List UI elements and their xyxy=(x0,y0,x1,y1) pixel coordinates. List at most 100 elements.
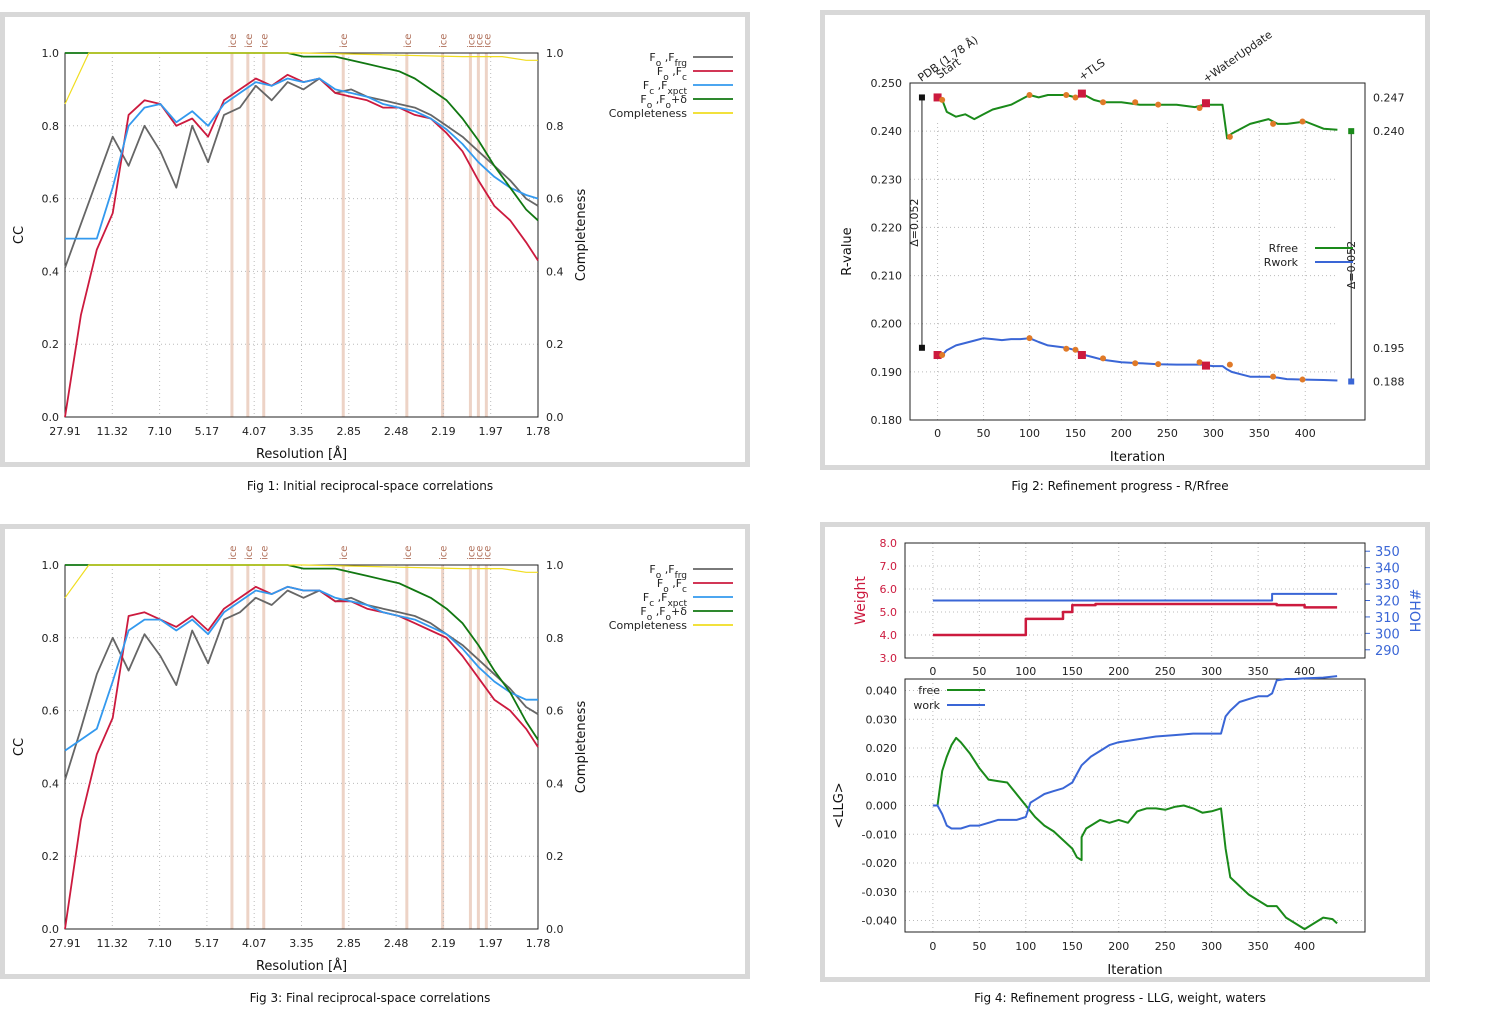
fig4-top-x-tick-label: 250 xyxy=(1155,665,1176,678)
fig3-ice-label: ice xyxy=(228,546,239,560)
legend-text-part: frg xyxy=(675,59,687,69)
fig1-y-tick-label: 1.0 xyxy=(42,47,60,60)
fig1-ice-band xyxy=(246,53,250,417)
fig1-y2-tick-label: 0.8 xyxy=(546,120,564,133)
fig3-ice-label: ice xyxy=(482,546,493,560)
fig3-ice-label: ice xyxy=(244,546,255,560)
fig1-x-tick-label: 7.10 xyxy=(147,425,172,438)
legend-text-part: ,F xyxy=(661,51,674,64)
fig3-ice-band xyxy=(341,565,345,929)
fig1-ice-band xyxy=(262,53,266,417)
fig3-y2-tick-label: 0.0 xyxy=(546,923,564,936)
fig2-data-marker xyxy=(1063,92,1070,99)
fig4-top-x-tick-label: 0 xyxy=(929,665,936,678)
fig2-y-tick-label: 0.180 xyxy=(871,414,903,427)
fig2-stage-marker xyxy=(1077,351,1086,360)
figure-1-caption: Fig 1: Initial reciprocal-space correlat… xyxy=(246,479,494,493)
fig4-bottom-series-rfree xyxy=(932,736,1338,931)
fig3-y2-axis-label: Completeness xyxy=(574,701,589,794)
fig3-y-tick-label: 0.6 xyxy=(42,705,60,718)
fig4-bottom-y-tick-label: 0.000 xyxy=(866,800,898,813)
legend-text-part: o xyxy=(656,571,662,581)
fig4-top-y2-tick-label: 300 xyxy=(1375,627,1400,642)
fig4-top-y-tick-label: 6.0 xyxy=(880,583,898,596)
fig2-data-marker xyxy=(1072,94,1079,101)
fig3-ice-label: ice xyxy=(439,546,450,560)
legend-text-part: xpct xyxy=(667,87,687,97)
fig1-ice-label: ice xyxy=(482,34,493,48)
legend-text-part: c xyxy=(682,585,687,595)
fig3-x-tick-label: 4.07 xyxy=(242,937,267,950)
fig2-legend-label: Rfree xyxy=(1269,242,1299,255)
fig4-top-y2-tick-label: 310 xyxy=(1375,611,1400,626)
legend-text-part: F xyxy=(657,577,663,590)
fig2-x-tick-label: 200 xyxy=(1111,427,1132,440)
figure-3-caption: Fig 3: Final reciprocal-space correlatio… xyxy=(249,991,491,1005)
fig3-ice-band xyxy=(405,565,409,929)
fig1-ice-label: ice xyxy=(244,34,255,48)
fig2-final-delta-label: Δ=0.052 xyxy=(1345,241,1358,289)
fig3-y2-tick-label: 0.2 xyxy=(546,850,564,863)
fig3-legend-label: Fo ,Fo+δ xyxy=(640,605,687,623)
fig2-data-marker xyxy=(1299,376,1306,383)
fig2-data-marker xyxy=(1155,101,1162,108)
fig2-x-axis-label: Iteration xyxy=(1110,450,1165,465)
fig1-x-tick-label: 4.07 xyxy=(242,425,267,438)
fig1-x-tick-label: 2.85 xyxy=(337,425,362,438)
legend-text-part: o xyxy=(663,73,669,83)
fig1-ice-band xyxy=(230,53,234,417)
fig1-series-completeness xyxy=(64,52,538,105)
fig3-y-tick-label: 0.8 xyxy=(42,632,60,645)
fig4-bottom-x-tick-label: 200 xyxy=(1108,940,1129,953)
fig2-stage-label: +WaterUpdate xyxy=(1200,28,1274,86)
fig2-right-value-label: 0.247 xyxy=(1373,91,1405,104)
fig2-series-rfree xyxy=(937,94,1338,140)
fig2-final-rwork-marker xyxy=(1348,378,1355,385)
fig1-y-tick-label: 0.2 xyxy=(42,338,60,351)
fig2-right-value-label: 0.195 xyxy=(1373,342,1405,355)
fig4-top-y-tick-label: 4.0 xyxy=(880,629,898,642)
fig2-data-marker xyxy=(1132,99,1139,106)
fig4-top-series-hoh xyxy=(932,592,1338,602)
fig2-x-tick-label: 300 xyxy=(1203,427,1224,440)
fig2-y-tick-label: 0.250 xyxy=(871,77,903,90)
legend-text-part: ,F xyxy=(669,577,682,590)
fig4-top-x-tick-label: 100 xyxy=(1015,665,1036,678)
fig4-bottom-y-tick-label: -0.040 xyxy=(862,915,897,928)
legend-text-part: ,F xyxy=(661,563,674,576)
fig4-top-y-tick-label: 5.0 xyxy=(880,606,898,619)
fig2-y-tick-label: 0.230 xyxy=(871,173,903,186)
fig2-stage-label: PDB (1.78 Å) xyxy=(915,34,980,85)
fig2-data-marker xyxy=(1196,105,1203,112)
fig4-top-x-tick-label: 150 xyxy=(1062,665,1083,678)
fig2-y-tick-label: 0.220 xyxy=(871,221,903,234)
fig3-series-frg xyxy=(64,589,539,781)
fig1-ice-label: ice xyxy=(339,34,350,48)
fig3-plot-frame xyxy=(64,564,539,930)
legend-text-part: o xyxy=(656,59,662,69)
fig2-stage-marker xyxy=(933,93,942,102)
fig2-data-marker xyxy=(1026,335,1033,342)
fig2-x-tick-label: 400 xyxy=(1295,427,1316,440)
fig3-legend-label: Fo ,Fc xyxy=(657,577,687,595)
fig3-x-tick-label: 1.78 xyxy=(526,937,551,950)
fig4-bottom-frame xyxy=(904,678,1366,933)
legend-text-part: F xyxy=(643,591,649,604)
fig4-top-y2-tick-label: 350 xyxy=(1375,545,1400,560)
fig3-ice-band xyxy=(246,565,250,929)
fig1-series-delta xyxy=(65,52,539,222)
fig2-data-marker xyxy=(1100,99,1107,106)
fig1-y-tick-label: 0.6 xyxy=(42,193,60,206)
fig4-bottom-y-tick-label: -0.030 xyxy=(862,886,897,899)
fig3-x-tick-label: 2.48 xyxy=(384,937,409,950)
fig2-data-marker xyxy=(1226,361,1233,368)
legend-text-part: F xyxy=(640,93,646,106)
fig3-ice-label: ice xyxy=(339,546,350,560)
fig4-bottom-x-tick-label: 0 xyxy=(929,940,936,953)
fig4-bottom-y-tick-label: -0.020 xyxy=(862,857,897,870)
fig1-x-tick-label: 11.32 xyxy=(97,425,129,438)
legend-text-part: F xyxy=(657,65,663,78)
legend-text-part: c xyxy=(682,73,687,83)
fig3-series-xpct xyxy=(64,585,538,752)
